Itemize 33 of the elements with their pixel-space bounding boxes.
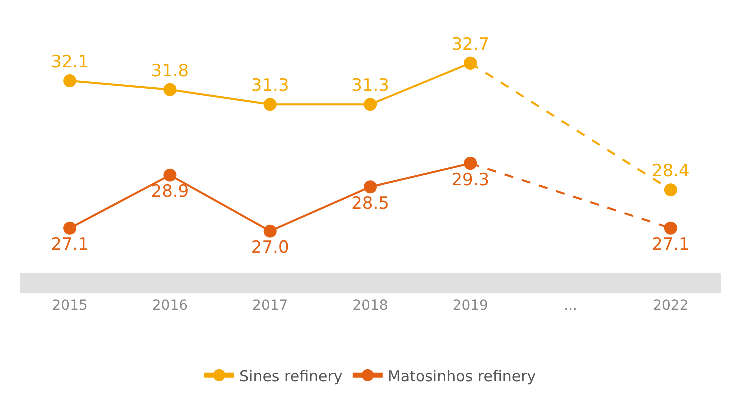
legend-label: Sines refinery <box>240 367 343 386</box>
point <box>464 56 478 70</box>
x-tick-label: 2022 <box>653 298 689 314</box>
data-label: 31.8 <box>151 62 190 82</box>
data-label: 27.1 <box>652 235 690 256</box>
point <box>664 222 678 235</box>
x-tick-label: 2018 <box>352 298 388 314</box>
point <box>364 98 377 112</box>
point <box>264 224 277 238</box>
data-label: 29.3 <box>452 170 490 190</box>
point <box>164 83 177 96</box>
data-label: 28.9 <box>151 182 190 202</box>
data-label: 28.5 <box>352 194 390 214</box>
point <box>464 157 478 170</box>
data-label: 31.3 <box>352 76 390 96</box>
data-label: 32.7 <box>452 34 490 55</box>
data-label: 28.4 <box>652 162 690 182</box>
point <box>164 168 177 182</box>
x-tick-label: 2016 <box>152 298 188 314</box>
point <box>664 184 678 197</box>
x-tick-label: 2015 <box>52 298 88 314</box>
data-label: 32.1 <box>51 52 89 73</box>
point <box>64 74 77 88</box>
data-label: 31.3 <box>251 76 290 96</box>
data-label: 27.0 <box>251 238 290 258</box>
x-tick-label: 2017 <box>252 298 288 314</box>
legend-label: Matosinhos refinery <box>388 367 536 386</box>
x-tick-label: 2019 <box>452 298 488 314</box>
point <box>364 180 377 194</box>
x-tick-label: ... <box>564 298 578 314</box>
point <box>264 98 277 112</box>
point <box>64 222 77 235</box>
data-label: 27.1 <box>51 235 89 256</box>
